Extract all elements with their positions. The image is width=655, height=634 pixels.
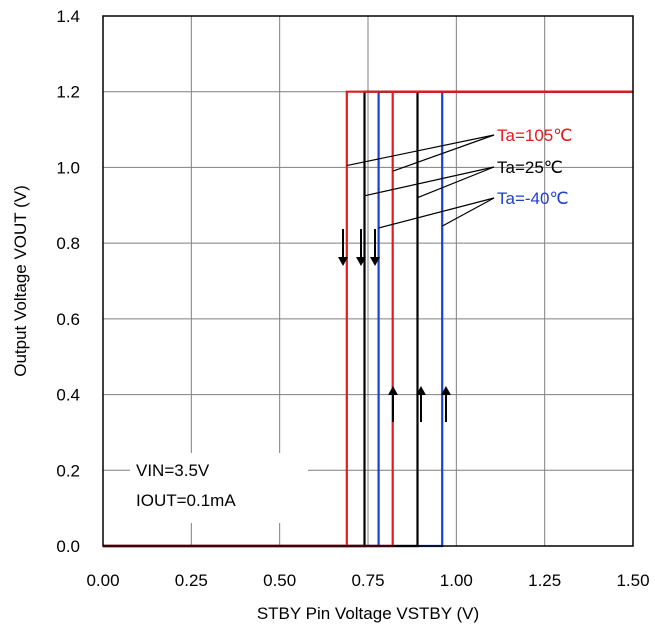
y-tick-label-7: 1.4 <box>56 7 80 26</box>
leader-line-0-1 <box>392 134 495 172</box>
direction-arrows <box>338 229 451 422</box>
up-arrow-ta-25-head <box>416 386 426 395</box>
up-arrow-ta-minus-40 <box>441 386 451 422</box>
leader-line-1-1 <box>417 166 495 199</box>
y-tick-label-3: 0.6 <box>56 310 80 329</box>
legend: Ta=105℃ Ta=25℃ Ta=-40℃ <box>497 126 572 208</box>
tick-labels: 0.00 0.25 0.50 0.75 1.00 1.25 1.50 0.0 0.2 0.4 0.6… <box>56 7 649 590</box>
down-arrow-ta-minus-40-head <box>370 257 380 266</box>
x-tick-label-1: 0.25 <box>175 571 208 590</box>
up-arrow-ta-minus-40-head <box>441 386 451 395</box>
y-tick-label-1: 0.2 <box>56 461 80 480</box>
condition-iout: IOUT=0.1mA <box>136 491 236 510</box>
legend-leader-lines <box>346 134 495 229</box>
legend-label-ta-105: Ta=105℃ <box>497 126 572 145</box>
leader-line-2-0 <box>378 197 495 229</box>
y-tick-label-0: 0.0 <box>56 537 80 556</box>
down-arrow-ta-105 <box>338 229 348 266</box>
legend-label-ta-minus-40: Ta=-40℃ <box>497 189 569 208</box>
plot-border <box>102 15 634 547</box>
y-tick-label-5: 1.0 <box>56 158 80 177</box>
up-arrow-ta-105 <box>388 386 398 422</box>
leader-line-2-1 <box>441 197 495 227</box>
x-tick-label-3: 0.75 <box>351 571 384 590</box>
up-arrow-ta-105-head <box>388 386 398 395</box>
x-tick-label-6: 1.50 <box>616 571 649 590</box>
condition-vin: VIN=3.5V <box>136 461 210 480</box>
legend-label-ta-25: Ta=25℃ <box>497 158 563 177</box>
plot-frame <box>102 15 634 547</box>
x-tick-label-4: 1.00 <box>440 571 473 590</box>
down-arrow-ta-105-head <box>338 257 348 266</box>
down-arrow-ta-minus-40 <box>370 229 380 266</box>
x-tick-label-2: 0.50 <box>263 571 296 590</box>
leader-line-1-0 <box>364 166 495 197</box>
down-arrow-ta-25-head <box>356 257 366 266</box>
up-arrow-ta-25 <box>416 386 426 422</box>
y-tick-label-2: 0.4 <box>56 386 80 405</box>
down-arrow-ta-25 <box>356 229 366 266</box>
y-tick-label-4: 0.8 <box>56 234 80 253</box>
x-tick-label-0: 0.00 <box>86 571 119 590</box>
y-tick-label-6: 1.2 <box>56 83 80 102</box>
conditions-box: VIN=3.5V IOUT=0.1mA <box>130 453 308 523</box>
leader-line-0-0 <box>346 134 495 167</box>
x-axis-label: STBY Pin Voltage VSTBY (V) <box>257 604 479 623</box>
x-tick-label-5: 1.25 <box>528 571 561 590</box>
y-axis-label: Output Voltage VOUT (V) <box>11 185 30 377</box>
